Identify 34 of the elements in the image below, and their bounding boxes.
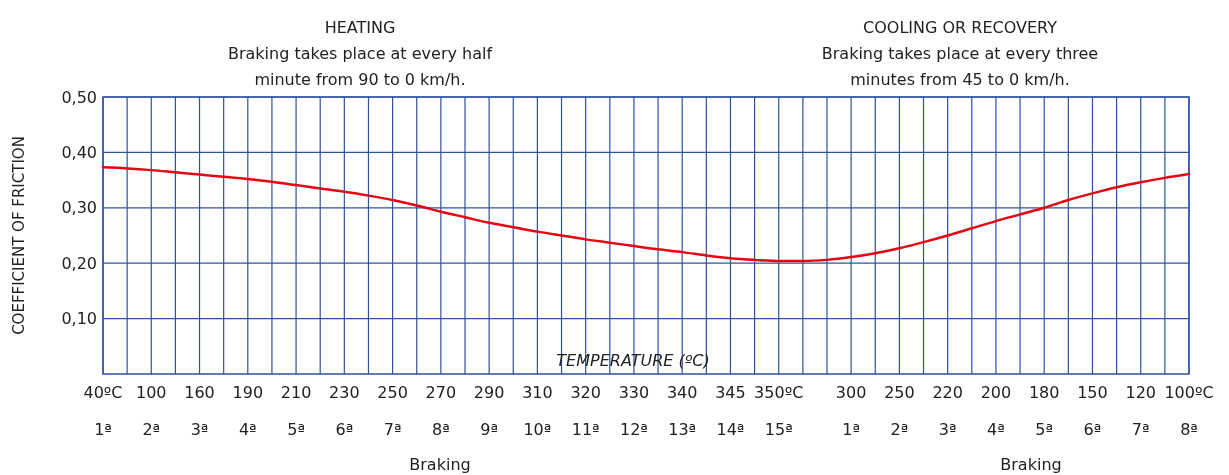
x-tick-label: 300 1ª: [835, 383, 867, 439]
text: Braking: [1000, 455, 1062, 474]
y-axis-title: COEFFICIENT OF FRICTION: [10, 136, 28, 335]
y-tick-label: 0,10: [61, 309, 97, 329]
x-tick-label: 350ºC 15ª: [754, 383, 804, 439]
x-tick-label: 330 12ª: [618, 383, 650, 439]
x-tick-label: 120 7ª: [1125, 383, 1157, 439]
x-tick-label: 310 10ª: [522, 383, 553, 439]
x-tick-label: 210 5ª: [280, 383, 312, 439]
y-tick-label: 0,20: [61, 253, 97, 273]
x-tick-label: 160 3ª: [184, 383, 215, 439]
x-tick-label: 340 13ª: [666, 383, 698, 439]
text: COOLING OR RECOVERY Braking takes place at every three minutes from 45 to 0 km/h.: [821, 18, 1099, 89]
line-series: [101, 166, 1191, 263]
y-tick-label: 0,40: [61, 143, 97, 162]
x-tick-label: 220 3ª: [932, 383, 963, 439]
x-tick-label: 190 4ª: [232, 383, 264, 439]
x-tick-label: 250 2ª: [884, 383, 915, 439]
x-tick-label: 180 5ª: [1028, 383, 1060, 439]
x-tick-label: 250 7ª: [377, 383, 408, 439]
x-tick-label: 150 6ª: [1077, 383, 1108, 439]
y-tick-label: 0,50: [61, 87, 97, 107]
x-tick-label: 100 2ª: [135, 383, 167, 439]
x-tick-label: 345 14ª: [715, 383, 746, 439]
x-tick-label: 200 4ª: [980, 383, 1012, 439]
x-tick-label: 40ºC 1ª: [83, 383, 123, 439]
x-tick-label: 230 6ª: [329, 383, 360, 439]
x-tick-label: 100ºC 8ª: [1164, 383, 1214, 439]
x-tick-label: 320 11ª: [570, 383, 601, 439]
y-tick-label: 0,30: [61, 198, 97, 218]
x-tick-label: 290 9ª: [473, 383, 505, 439]
text: Braking: [409, 455, 471, 474]
x-tick-label: 270 8ª: [425, 383, 457, 439]
text: HEATING Braking takes place at every half minute from 90 to 0 km/h.: [227, 18, 493, 89]
